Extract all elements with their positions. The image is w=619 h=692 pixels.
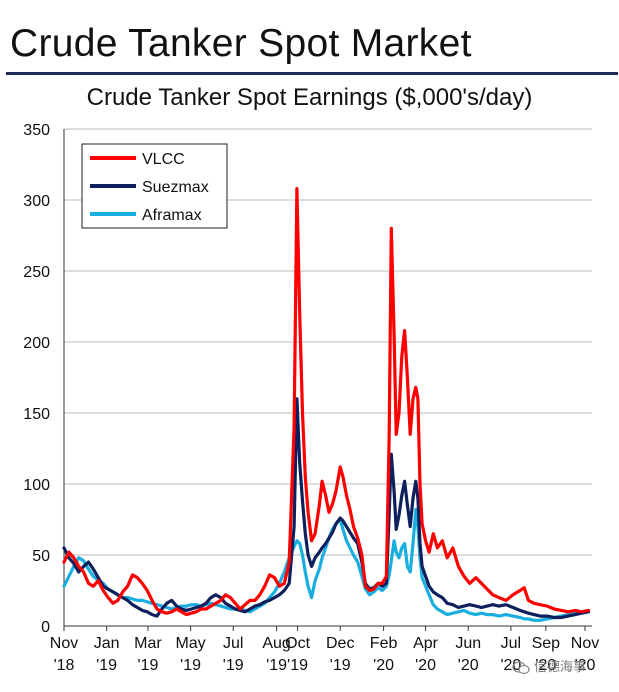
series-lines	[62, 187, 591, 622]
x-tick-label-month: Jul	[501, 635, 521, 652]
series-line-suezmax	[62, 397, 591, 620]
y-tick-label: 150	[23, 406, 50, 423]
x-tick-label-year: '19	[180, 657, 201, 674]
x-tick-label-year: '20	[575, 657, 596, 674]
x-tick-label-year: '20	[373, 657, 394, 674]
x-tick-label-year: '18	[54, 657, 75, 674]
axes	[63, 129, 592, 627]
y-tick-label: 0	[41, 619, 50, 636]
x-tick-label-year: '19	[287, 657, 308, 674]
x-tick-label-month: Aug	[262, 635, 290, 652]
y-axis: 0 50 100 150 200 250 300 350	[23, 122, 50, 636]
x-tick-label-year: '19	[330, 657, 351, 674]
x-tick-label-month: Mar	[134, 635, 162, 652]
legend: VLCC Suezmax Aframax	[81, 143, 228, 229]
x-tick-label-month: Oct	[285, 635, 310, 652]
x-tick-label-month: Jun	[455, 635, 481, 652]
y-tick-label: 200	[23, 335, 50, 352]
x-tick-label-month: Apr	[413, 635, 439, 652]
x-tick-label-year: '20	[535, 657, 556, 674]
x-tick-label-year: '19	[266, 657, 287, 674]
x-tick-label-month: Nov	[571, 635, 599, 652]
page-title: Crude Tanker Spot Market	[10, 22, 472, 65]
y-tick-label: 300	[23, 193, 50, 210]
x-tick-label-month: Jul	[223, 635, 243, 652]
legend-label-suezmax: Suezmax	[142, 179, 209, 196]
x-axis: Nov '18 Jan '19 Mar '19 May '19 Jul '19 Aug '19 Oct '…	[50, 626, 599, 674]
x-tick-label-month: Jan	[94, 635, 120, 652]
watermark-text: 信德海事	[534, 660, 587, 675]
legend-label-aframax: Aframax	[142, 207, 202, 224]
x-tick-label-year: '20	[458, 657, 479, 674]
x-tick-label-year: '19	[96, 657, 117, 674]
wechat-icon	[512, 660, 530, 674]
legend-label-vlcc: VLCC	[142, 151, 185, 168]
series-line-aframax	[62, 508, 591, 622]
x-tick-label-month: Dec	[326, 635, 354, 652]
title-rule	[6, 72, 618, 75]
x-tick-label-year: '20	[500, 657, 521, 674]
x-tick-label-month: Sep	[532, 635, 561, 652]
x-tick-label-year: '19	[137, 657, 158, 674]
series-line-vlcc	[62, 187, 591, 617]
y-tick-label: 350	[23, 122, 50, 139]
y-tick-label: 50	[32, 548, 50, 565]
y-tick-label: 100	[23, 477, 50, 494]
watermark: 信德海事	[512, 656, 586, 675]
y-tick-label: 250	[23, 264, 50, 281]
x-tick-label-month: Feb	[370, 635, 398, 652]
x-tick-label-month: May	[175, 635, 205, 652]
x-tick-label-year: '20	[415, 657, 436, 674]
x-tick-label-month: Nov	[50, 635, 78, 652]
x-tick-label-year: '19	[223, 657, 244, 674]
chart-title: Crude Tanker Spot Earnings ($,000's/day)	[86, 84, 533, 111]
grid	[64, 128, 592, 556]
